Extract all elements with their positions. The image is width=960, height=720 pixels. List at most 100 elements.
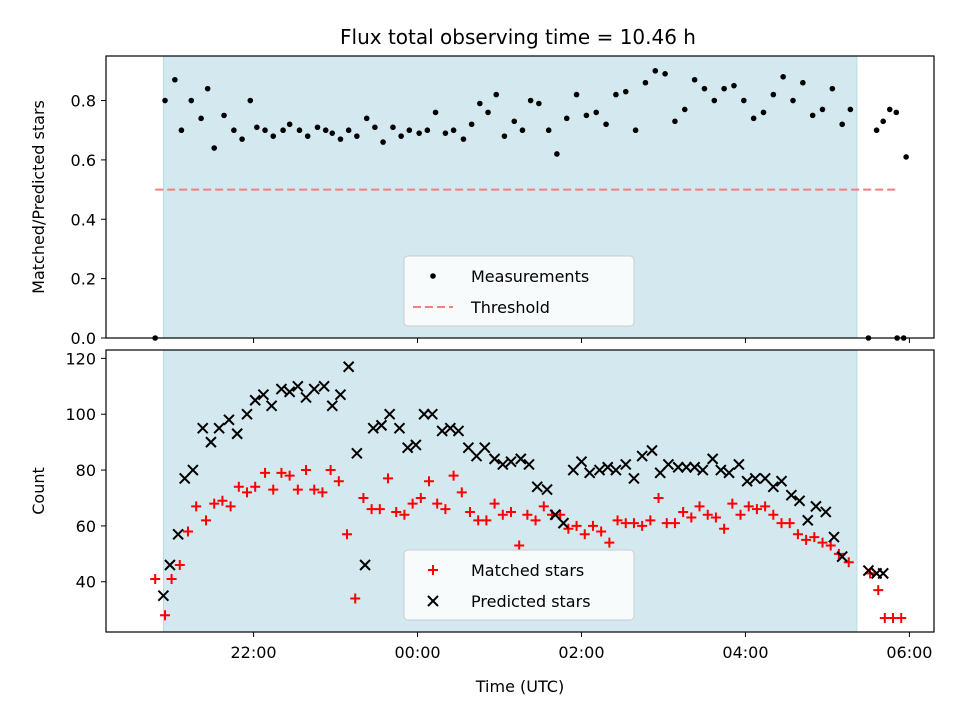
measurement-point [221, 112, 227, 119]
measurement-point [296, 127, 303, 134]
y-tick-label: 80 [76, 461, 96, 480]
matched-star-point [604, 537, 615, 548]
matched-star-point [628, 518, 639, 529]
axes-frame [105, 55, 935, 339]
predicted-star-point [213, 422, 225, 434]
matched-star-point [209, 498, 220, 509]
measurement-point [485, 109, 491, 116]
matched-star-point [407, 498, 418, 509]
x-tick-label: 22:00 [231, 643, 277, 662]
matched-star-point [301, 465, 312, 476]
measurement-point [809, 112, 816, 119]
matched-star-point [383, 473, 394, 484]
measurement-point [286, 121, 293, 128]
predicted-star-point [593, 464, 606, 476]
predicted-star-point [265, 400, 278, 412]
measurement-point [780, 73, 786, 80]
matched-star-point [160, 610, 171, 621]
matched-star-point [792, 529, 803, 540]
measurement-point [593, 109, 600, 116]
predicted-star-point [375, 419, 388, 432]
matched-star-point [702, 509, 713, 520]
matched-star-point [276, 467, 287, 478]
matched-star-point [751, 504, 762, 515]
x-tick-label: 02:00 [558, 643, 604, 662]
matched-star-point [358, 492, 369, 503]
measurement-point [416, 130, 422, 136]
matched-star-point [653, 492, 664, 503]
legend-box [403, 255, 635, 327]
measurement-point [750, 115, 757, 122]
matched-star-point [166, 573, 177, 584]
measurement-point [442, 130, 449, 136]
predicted-star-point [706, 453, 719, 465]
legend-label: Predicted stars [471, 592, 591, 611]
matched-star-point [242, 487, 253, 498]
matched-star-point [514, 540, 525, 551]
predicted-star-point [810, 500, 822, 513]
measurement-point [406, 127, 413, 134]
measurement-point [280, 127, 286, 134]
matched-star-point [686, 512, 697, 523]
predicted-star-point [628, 472, 640, 485]
legend: Matched stars Predicted stars [403, 549, 635, 621]
predicted-star-point [515, 453, 527, 465]
measurement-point [613, 91, 619, 98]
matched-star-point [174, 559, 185, 570]
y-axis-label: Count [29, 467, 48, 515]
measurement-point [270, 133, 277, 139]
predicted-star-point [820, 506, 832, 518]
measurement-point [632, 127, 639, 134]
predicted-star-point [785, 489, 798, 501]
predicted-star-point [741, 475, 753, 487]
matched-star-point [260, 467, 271, 478]
predicted-star-point [877, 567, 889, 580]
measurement-point [322, 127, 329, 134]
measurement-point [178, 127, 185, 134]
predicted-star-point [334, 388, 347, 401]
matched-star-point [317, 487, 328, 498]
matched-star-point [464, 506, 475, 517]
matched-star-point [233, 481, 244, 492]
y-tick-label: 0.6 [71, 151, 96, 170]
matched-star-point [522, 509, 533, 520]
predicted-star-point [393, 422, 406, 434]
y-tick-label: 120 [65, 349, 96, 368]
predicted-star-point [157, 589, 170, 602]
predicted-star-point [672, 461, 684, 473]
predicted-star-point [426, 408, 438, 420]
matched-star-point [768, 509, 779, 520]
predicted-star-point [351, 447, 363, 460]
predicted-star-point [231, 428, 243, 440]
measurement-point [211, 145, 218, 151]
predicted-star-point [793, 495, 806, 507]
matched-star-point [637, 520, 648, 531]
y-axis-label: Matched/Predicted stars [29, 100, 48, 294]
measurement-point [314, 124, 321, 131]
measurement-point [162, 97, 168, 104]
matched-star-point [489, 498, 500, 509]
predicted-star-point [383, 408, 396, 420]
legend-box [403, 549, 635, 621]
x-tick-label: 04:00 [722, 643, 768, 662]
predicted-star-point [723, 467, 735, 479]
measurement-point [554, 151, 560, 157]
measurement-point [672, 118, 678, 125]
measurement-point [691, 76, 698, 83]
measurement-point [622, 88, 629, 95]
predicted-star-point [326, 400, 338, 412]
matched-star-point [873, 585, 884, 596]
measurement-point [511, 118, 518, 125]
measurement-point [711, 97, 718, 104]
measurement-point [770, 91, 777, 98]
x-tick-label: 00:00 [394, 643, 440, 662]
matched-star-point [309, 484, 320, 495]
measurement-point [880, 118, 886, 125]
measurement-point [198, 115, 204, 122]
predicted-star-point [802, 514, 814, 527]
axes-frame [105, 349, 935, 633]
matched-star-point [201, 515, 212, 526]
predicted-star-point [767, 481, 780, 493]
predicted-star-point [308, 383, 320, 395]
